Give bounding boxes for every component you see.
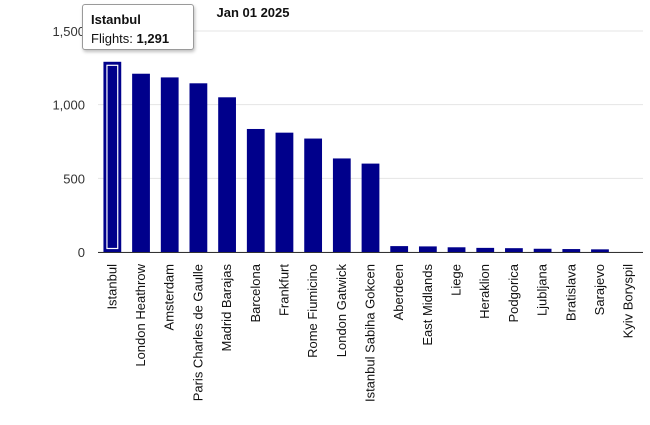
- tooltip-title: Istanbul: [91, 12, 141, 27]
- y-tick-label: 0: [78, 245, 85, 260]
- tooltip-value: 1,291: [136, 31, 170, 46]
- x-tick-label: Madrid Barajas: [219, 264, 234, 352]
- bar[interactable]: [189, 83, 208, 252]
- x-tick-label: Rome Fiumicino: [305, 264, 320, 358]
- bar-highlight: [106, 64, 119, 250]
- bar[interactable]: [476, 247, 495, 252]
- bar[interactable]: [447, 247, 466, 252]
- tooltip-label: Flights:: [91, 31, 137, 46]
- x-tick-label: London Heathrow: [133, 263, 148, 366]
- x-tick-label: Istanbul Sabiha Gokcen: [363, 264, 378, 402]
- chart-title: Jan 01 2025: [216, 5, 289, 20]
- bar[interactable]: [218, 97, 236, 252]
- bar[interactable]: [132, 73, 150, 252]
- x-tick-label: Istanbul: [104, 264, 119, 310]
- x-tick-label: Kyiv Boryspil: [621, 264, 636, 339]
- bar[interactable]: [246, 128, 265, 252]
- x-tick-label: Heraklion: [477, 264, 492, 319]
- bar[interactable]: [505, 248, 523, 252]
- x-tick-label: Paris Charles de Gaulle: [190, 264, 205, 401]
- bar[interactable]: [160, 77, 179, 252]
- y-axis: 0 500 1,000 1,500: [52, 24, 643, 260]
- y-tick-label: 1,500: [52, 24, 85, 39]
- x-tick-label: Liege: [449, 264, 464, 296]
- y-tick-label: 1,000: [52, 98, 85, 113]
- x-tick-label: Podgorica: [506, 263, 521, 322]
- bar[interactable]: [390, 246, 409, 252]
- bar[interactable]: [103, 61, 122, 253]
- bar[interactable]: [591, 249, 609, 252]
- bar[interactable]: [418, 246, 437, 252]
- tooltip: Istanbul Flights: 1,291: [82, 4, 194, 50]
- x-tick-label: Ljubljana: [535, 263, 550, 316]
- bar[interactable]: [533, 248, 552, 252]
- x-tick-label: Bratislava: [563, 263, 578, 321]
- x-tick-label: London Gatwick: [334, 264, 349, 358]
- y-tick-label: 500: [63, 171, 85, 186]
- bars: [103, 61, 609, 253]
- x-tick-label: Amsterdam: [162, 264, 177, 330]
- x-tick-label: East Midlands: [420, 264, 435, 346]
- x-tick-label: Frankfurt: [276, 264, 291, 316]
- bar[interactable]: [361, 163, 380, 252]
- bar[interactable]: [562, 249, 581, 252]
- x-axis-labels: Istanbul London Heathrow Amsterdam Paris Ch…: [104, 263, 635, 402]
- bar[interactable]: [332, 158, 351, 252]
- bar[interactable]: [304, 138, 323, 252]
- bar[interactable]: [275, 132, 294, 252]
- x-tick-label: Aberdeen: [391, 264, 406, 320]
- x-tick-label: Sarajevo: [592, 264, 607, 315]
- x-tick-label: Barcelona: [248, 263, 263, 322]
